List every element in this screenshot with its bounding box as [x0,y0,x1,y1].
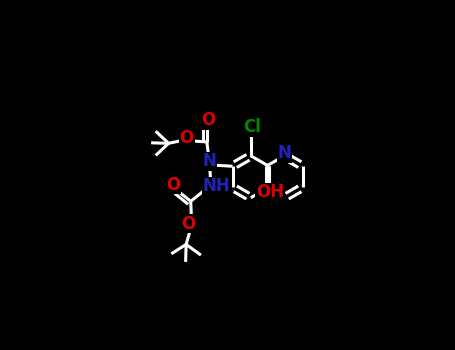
Text: O: O [180,129,194,147]
Text: O: O [202,111,216,129]
Text: OH: OH [256,183,284,201]
Text: NH: NH [203,177,231,195]
Text: N: N [278,144,291,162]
Text: N: N [202,152,216,170]
Text: O: O [166,176,180,194]
Text: Cl: Cl [243,118,261,136]
Text: O: O [181,215,196,233]
